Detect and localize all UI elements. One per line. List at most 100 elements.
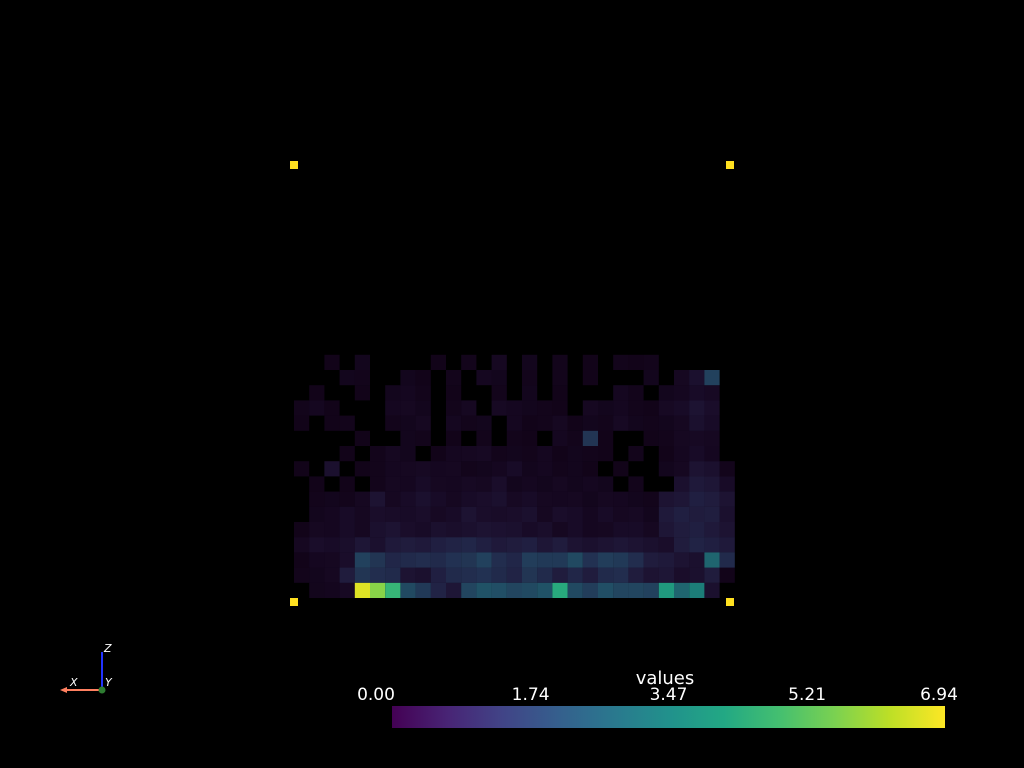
- heatmap-cell: [628, 446, 644, 462]
- heatmap-cell: [309, 476, 325, 492]
- heatmap-cell: [704, 430, 720, 446]
- heatmap-cell: [491, 522, 507, 538]
- heatmap-cell: [704, 552, 720, 568]
- heatmap-cell: [598, 537, 614, 553]
- heatmap-cell: [522, 370, 538, 386]
- heatmap-cell: [415, 430, 431, 446]
- heatmap-cell: [674, 415, 690, 431]
- heatmap-cell: [582, 354, 598, 370]
- heatmap-cell: [370, 537, 386, 553]
- heatmap-cell: [370, 446, 386, 462]
- scalar-colorbar: values 0.00 1.74 3.47 5.21 6.94: [357, 668, 958, 728]
- heatmap-cell: [628, 476, 644, 492]
- heatmap-cell: [415, 506, 431, 522]
- heatmap-cell: [354, 552, 370, 568]
- heatmap-cell: [446, 385, 462, 401]
- heatmap-cell: [582, 476, 598, 492]
- heatmap-cell: [552, 415, 568, 431]
- heatmap-cell: [613, 354, 629, 370]
- heatmap-cell: [506, 491, 522, 507]
- heatmap-cell: [658, 385, 674, 401]
- heatmap-cell: [339, 476, 355, 492]
- corner-marker-top-right: [726, 161, 734, 169]
- heatmap-cell: [689, 491, 705, 507]
- heatmap-cell: [582, 415, 598, 431]
- heatmap-cell: [461, 537, 477, 553]
- colorbar-tick-labels: 0.00 1.74 3.47 5.21 6.94: [357, 685, 958, 705]
- heatmap-cell: [339, 446, 355, 462]
- heatmap-cell: [461, 506, 477, 522]
- heatmap-plane: [294, 354, 735, 598]
- heatmap-cell: [461, 491, 477, 507]
- z-axis-label: Z: [103, 642, 112, 655]
- heatmap-cell: [446, 552, 462, 568]
- heatmap-cell: [704, 476, 720, 492]
- heatmap-cell: [628, 522, 644, 538]
- heatmap-cell: [324, 461, 340, 477]
- heatmap-cell: [537, 476, 553, 492]
- heatmap-cell: [461, 446, 477, 462]
- heatmap-cell: [324, 415, 340, 431]
- heatmap-cell: [506, 567, 522, 583]
- heatmap-cell: [537, 552, 553, 568]
- heatmap-cell: [567, 567, 583, 583]
- heatmap-cell: [552, 506, 568, 522]
- heatmap-cell: [491, 552, 507, 568]
- heatmap-cell: [324, 537, 340, 553]
- heatmap-cell: [598, 491, 614, 507]
- heatmap-cell: [628, 506, 644, 522]
- heatmap-cell: [294, 461, 310, 477]
- heatmap-cell: [309, 400, 325, 416]
- heatmap-cell: [719, 476, 735, 492]
- heatmap-cell: [689, 582, 705, 598]
- heatmap-cell: [567, 506, 583, 522]
- heatmap-cell: [324, 354, 340, 370]
- corner-marker-bottom-right: [726, 598, 734, 606]
- heatmap-cell: [430, 476, 446, 492]
- heatmap-cell: [537, 400, 553, 416]
- heatmap-cell: [491, 476, 507, 492]
- heatmap-cell: [415, 461, 431, 477]
- heatmap-cell: [704, 567, 720, 583]
- heatmap-cell: [461, 552, 477, 568]
- heatmap-cell: [552, 385, 568, 401]
- heatmap-cell: [491, 400, 507, 416]
- heatmap-cell: [689, 400, 705, 416]
- heatmap-cell: [628, 582, 644, 598]
- heatmap-cell: [567, 537, 583, 553]
- heatmap-cell: [415, 400, 431, 416]
- heatmap-cell: [552, 354, 568, 370]
- heatmap-cell: [506, 415, 522, 431]
- heatmap-cell: [476, 461, 492, 477]
- heatmap-cell: [567, 415, 583, 431]
- heatmap-cell: [537, 522, 553, 538]
- heatmap-cell: [370, 522, 386, 538]
- heatmap-cell: [491, 506, 507, 522]
- heatmap-cell: [339, 552, 355, 568]
- heatmap-cell: [446, 567, 462, 583]
- heatmap-cell: [704, 446, 720, 462]
- heatmap-cell: [415, 415, 431, 431]
- heatmap-cell: [415, 370, 431, 386]
- heatmap-cell: [719, 506, 735, 522]
- heatmap-cell: [415, 491, 431, 507]
- heatmap-cell: [324, 491, 340, 507]
- heatmap-cell: [567, 476, 583, 492]
- heatmap-cell: [582, 400, 598, 416]
- heatmap-cell: [309, 552, 325, 568]
- colorbar-tick-label: 5.21: [788, 685, 826, 705]
- heatmap-cell: [643, 430, 659, 446]
- heatmap-cell: [658, 430, 674, 446]
- orientation-axes-widget[interactable]: Z X Y: [60, 642, 113, 694]
- heatmap-cell: [613, 567, 629, 583]
- heatmap-cell: [628, 385, 644, 401]
- heatmap-cell: [461, 567, 477, 583]
- heatmap-cell: [658, 552, 674, 568]
- heatmap-cell: [643, 567, 659, 583]
- heatmap-cell: [674, 461, 690, 477]
- heatmap-cell: [537, 567, 553, 583]
- heatmap-cell: [400, 415, 416, 431]
- heatmap-cell: [628, 415, 644, 431]
- heatmap-cell: [582, 461, 598, 477]
